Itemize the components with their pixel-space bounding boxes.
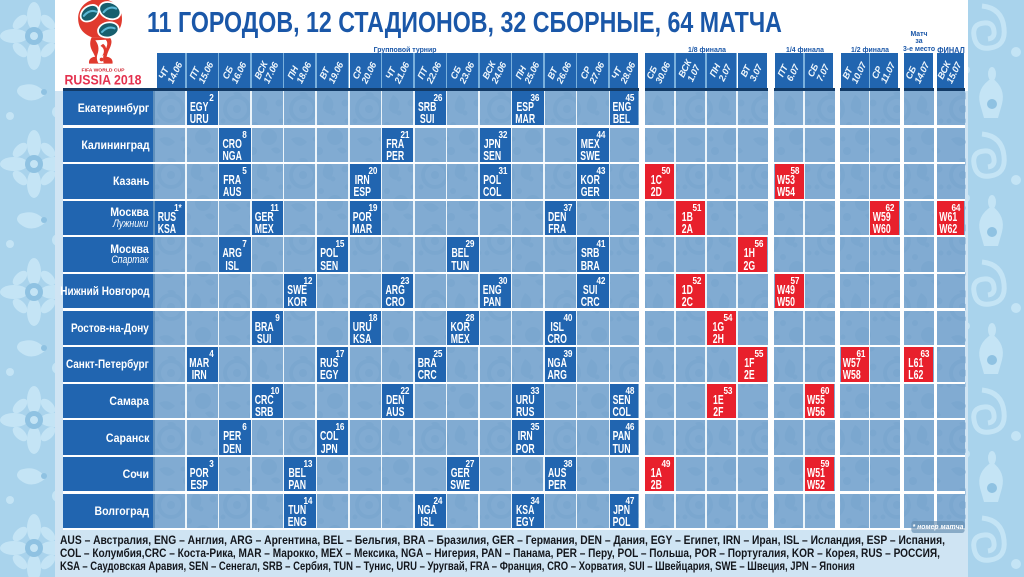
svg-text:RUSSIA 2018: RUSSIA 2018: [65, 72, 142, 88]
svg-text:FIFA WORLD CUP: FIFA WORLD CUP: [82, 68, 126, 74]
